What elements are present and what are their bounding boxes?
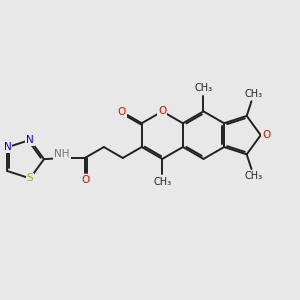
Text: O: O xyxy=(81,175,90,185)
Text: O: O xyxy=(118,107,126,117)
Text: S: S xyxy=(27,173,33,183)
Text: CH₃: CH₃ xyxy=(245,171,263,181)
Text: NH: NH xyxy=(54,149,70,159)
Text: CH₃: CH₃ xyxy=(153,177,171,187)
Text: N: N xyxy=(26,135,34,145)
Text: CH₃: CH₃ xyxy=(245,89,263,99)
Text: O: O xyxy=(262,130,270,140)
Text: O: O xyxy=(158,106,166,116)
Text: N: N xyxy=(4,142,11,152)
Text: CH₃: CH₃ xyxy=(194,83,213,94)
